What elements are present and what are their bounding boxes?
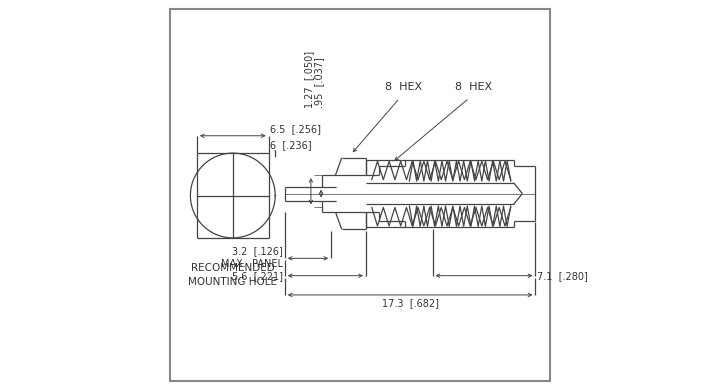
Text: 7.1  [.280]: 7.1 [.280] <box>537 271 588 281</box>
Text: MAX.  PANEL: MAX. PANEL <box>221 259 283 269</box>
Text: 6  [.236]: 6 [.236] <box>270 140 312 150</box>
Text: 8  HEX: 8 HEX <box>454 82 492 92</box>
Text: 1.27  [.050]: 1.27 [.050] <box>304 50 314 108</box>
Text: 5.6  [.221]: 5.6 [.221] <box>233 271 283 281</box>
Text: RECOMMENDED
MOUNTING HOLE: RECOMMENDED MOUNTING HOLE <box>189 263 277 287</box>
Text: .95  [.037]: .95 [.037] <box>314 57 324 108</box>
Text: 6.5  [.256]: 6.5 [.256] <box>270 124 321 134</box>
Text: 3.2  [.126]: 3.2 [.126] <box>233 246 283 256</box>
Text: 17.3  [.682]: 17.3 [.682] <box>382 298 438 308</box>
Text: 8  HEX: 8 HEX <box>385 82 422 92</box>
